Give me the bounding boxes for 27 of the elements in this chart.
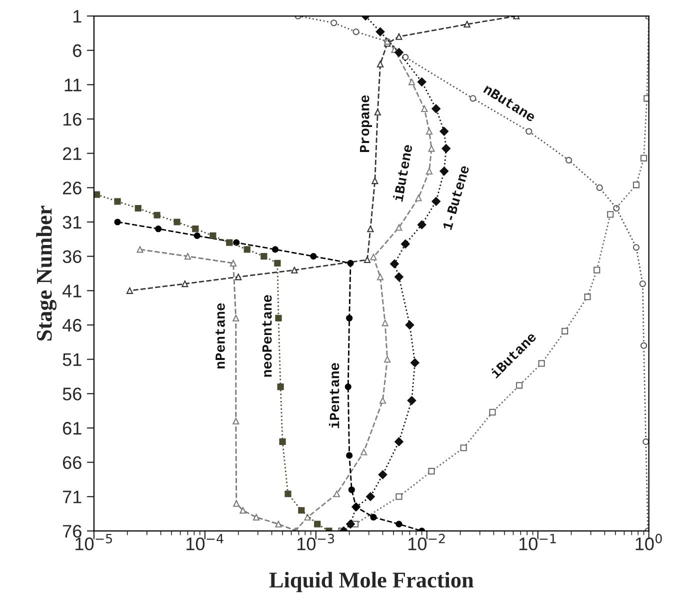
y-tick-label: 71 [63,490,82,504]
x-tick-label: 10$^{−1}$ [519,534,556,550]
x-tick-label: 10$^{0}$ [636,534,662,550]
x-tick-label: 10$^{−3}$ [298,534,334,550]
y-tick-label: 36 [62,250,82,264]
y-tick-label: 51 [62,353,82,366]
y-tick-label: 56 [62,388,82,400]
x-tick-label: 10$^{−4}$ [186,534,224,550]
y-tick-label: 31 [62,216,82,229]
text: nPentane [216,303,225,368]
y-axis-title: Stage Number [36,206,57,341]
y-tick-label: 11 [64,78,82,92]
text: iButene [392,144,412,202]
y-tick-label: 21 [62,147,82,160]
y-tick-label: 26 [62,182,82,194]
x-axis-title: Liquid Mole Fraction [269,572,474,592]
y-tick-label: 61 [63,422,82,435]
x-tick-label: 10$^{−2}$ [408,534,445,550]
y-tick-label: 6 [73,44,82,58]
y-tick-label: 41 [62,284,82,298]
text: neoPentane [262,294,272,377]
y-tick-label: 16 [63,112,82,126]
y-tick-label: 66 [63,456,82,470]
text: Propane [360,95,372,152]
y-tick-label: 46 [62,318,82,332]
y-tick-label: 1 [74,10,82,23]
text: iPentane [328,363,340,428]
